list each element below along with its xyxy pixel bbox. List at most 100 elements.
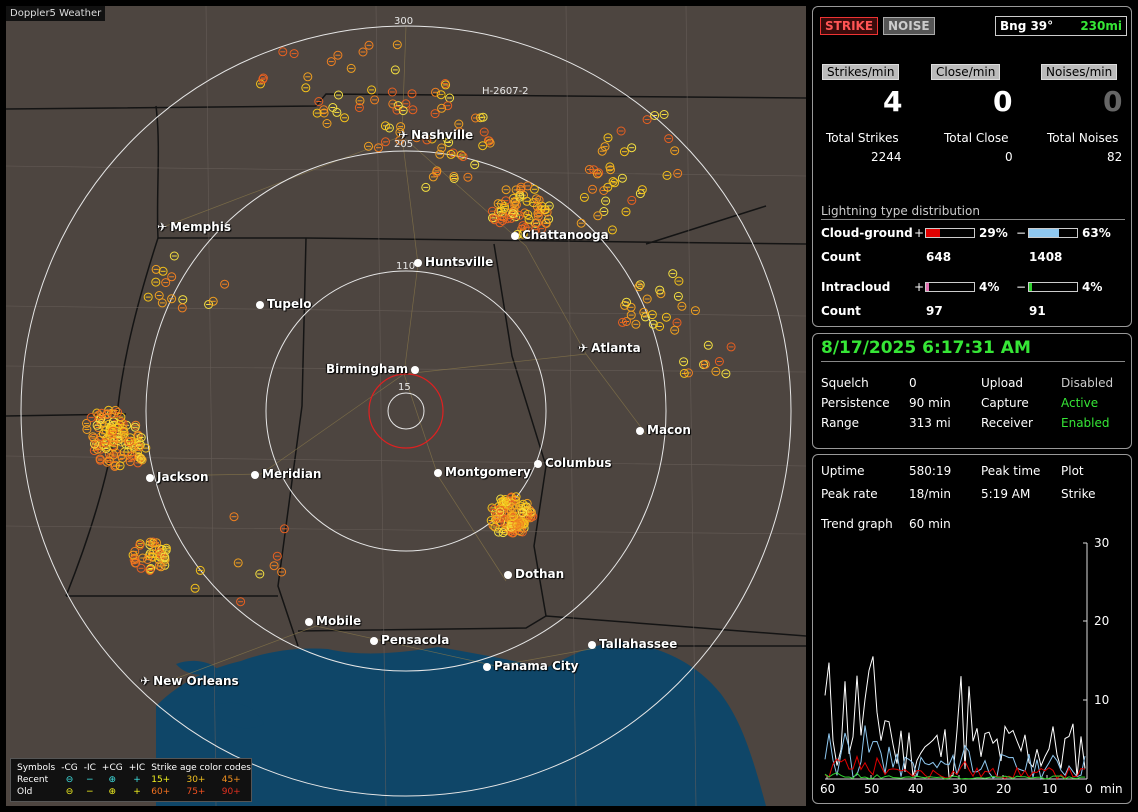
city-mobile[interactable]: Mobile [305,614,361,628]
legend-old-pos-cg-icon: ⊕ [108,787,117,797]
ic-minus-bar-fill [1029,283,1032,291]
ring-label-300: 300 [394,16,414,27]
strike-marks [82,40,736,607]
x-tick-30: 30 [952,782,968,796]
strike-mark [354,103,364,113]
cg-plus-count: 648 [926,250,952,264]
city-huntsville[interactable]: Huntsville [414,255,493,269]
strike-mark [301,83,311,93]
strike-mark [659,110,669,119]
strike-mark [496,207,506,216]
noise-button[interactable]: NOISE [883,17,935,35]
lightning-map[interactable]: Doppler5 Weather H-2607-2 15 110 205 300… [6,6,806,806]
strike-mark [392,40,402,50]
plot-value[interactable]: Strike [1061,487,1096,501]
strike-mark [395,127,405,137]
strike-mark [454,127,464,137]
strike-mark [108,426,118,436]
city-tallahassee[interactable]: Tallahassee [588,637,677,651]
strike-mark [115,461,125,471]
city-memphis[interactable]: ✈ Memphis [157,220,232,234]
strike-mark [143,555,153,564]
strike-mark [82,425,92,434]
strike-mark [640,312,650,322]
city-dot-icon [483,663,491,671]
strike-mark [125,457,135,467]
strike-button[interactable]: STRIKE [820,17,879,35]
strike-mark [109,450,119,460]
bearing-value: Bng 39° [1000,19,1054,33]
strike-mark [608,177,618,186]
legend-symbols-label: Symbols [17,763,56,773]
strike-mark [607,225,617,235]
ic-minus-sign: − [1016,280,1027,294]
strike-mark [670,325,680,335]
strike-mark [522,196,532,206]
strike-mark [616,126,626,136]
strike-mark [516,182,526,192]
strike-mark [387,87,397,97]
strike-mark [303,72,313,82]
strike-mark [208,296,218,306]
strike-mark [673,291,683,301]
strike-mark [501,185,511,195]
strike-mark [388,99,398,109]
strike-mark [537,224,547,234]
airport-icon: ✈ [157,220,168,234]
city-jackson[interactable]: Jackson [146,470,209,484]
strike-mark [167,272,177,282]
city-new-orleans[interactable]: ✈ New Orleans [140,674,239,688]
strike-mark [114,434,124,444]
noises-per-min-header: Noises/min [1041,64,1118,80]
strike-mark [532,218,542,228]
strike-mark [627,195,637,205]
city-nashville[interactable]: ✈ Nashville [398,128,474,142]
strike-mark [110,461,120,471]
strike-mark [312,108,322,118]
peak-time-label: Peak time [981,464,1041,478]
strike-mark [485,138,495,148]
plot-label: Plot [1061,464,1084,478]
strike-mark [507,502,517,512]
strike-mark [430,109,440,119]
strike-mark [255,569,265,579]
city-atlanta[interactable]: ✈ Atlanta [578,341,641,355]
strike-mark [655,285,665,295]
strike-mark [576,218,586,228]
strike-mark [326,57,336,67]
ic-plus-bar [925,282,975,292]
city-dot-icon [534,460,542,468]
symbol-legend: Symbols -CG -IC +CG +IC Strike age color… [10,758,252,802]
strike-mark [269,561,279,571]
city-chattanooga[interactable]: Chattanooga [511,228,609,242]
city-macon[interactable]: Macon [636,423,691,437]
strike-mark [524,214,534,224]
capture-value: Active [1061,396,1099,410]
system-status-panel: 8/17/2025 6:17:31 AM Squelch 0 Upload Di… [812,333,1132,449]
city-meridian[interactable]: Meridian [251,467,321,481]
city-birmingham[interactable]: Birmingham [326,362,420,376]
airport-icon: ✈ [140,674,151,688]
strike-mark [358,47,368,57]
city-pensacola[interactable]: Pensacola [370,633,449,647]
strike-mark [319,108,329,118]
strike-mark [334,90,343,100]
trend-graph [824,542,1088,781]
strike-mark [160,555,170,565]
city-dothan[interactable]: Dothan [504,567,564,581]
strike-mark [135,440,145,450]
strike-mark [606,165,615,175]
city-tupelo[interactable]: Tupelo [256,297,312,311]
y-tick-30: 30 [1094,536,1110,550]
strike-mark [277,567,287,577]
strike-mark [458,152,468,162]
strike-mark [690,306,700,316]
city-panama-city[interactable]: Panama City [483,659,578,673]
city-montgomery[interactable]: Montgomery [434,465,531,479]
ic-count-label: Count [821,304,861,318]
strike-mark [488,213,497,223]
upload-label: Upload [981,376,1024,390]
strike-mark [523,210,533,219]
strike-mark [177,303,187,313]
city-columbus[interactable]: Columbus [534,456,612,470]
